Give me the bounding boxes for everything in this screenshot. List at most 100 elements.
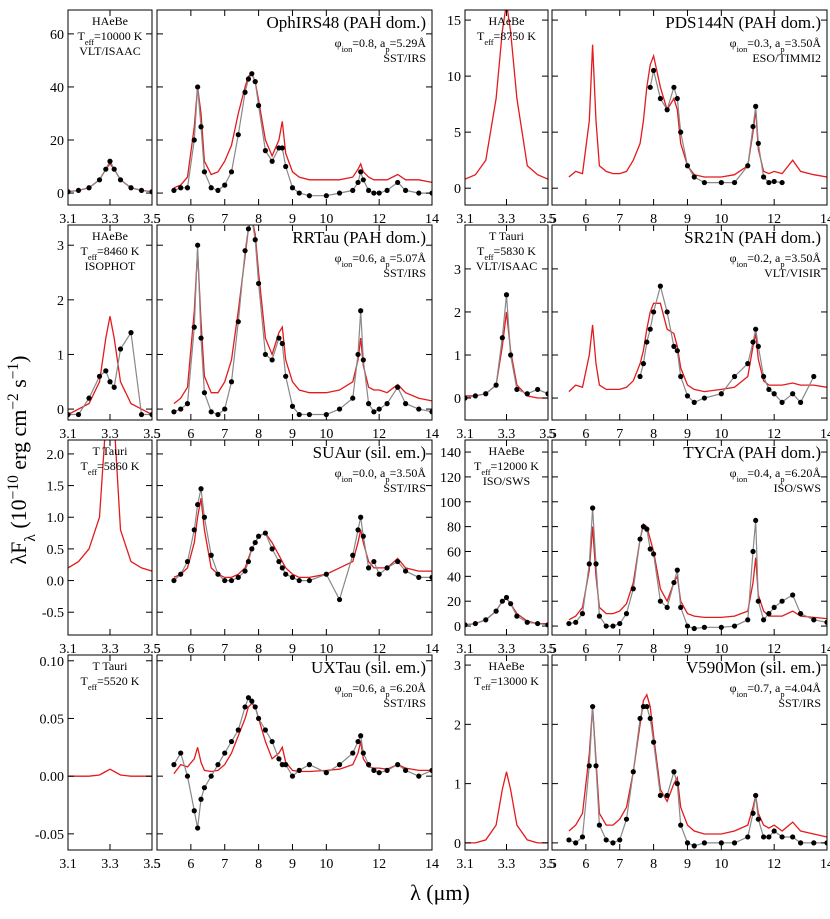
text-part: =5.07Å bbox=[390, 251, 427, 265]
data-point bbox=[236, 727, 241, 732]
text-part: =0.6, a bbox=[352, 251, 386, 265]
text-part: HAeBe bbox=[489, 444, 525, 458]
annotation: OphIRS48 (PAH dom.) bbox=[267, 13, 426, 32]
text-part: φ bbox=[730, 681, 737, 695]
y-tick-label: 60 bbox=[50, 28, 64, 43]
y-tick-label: 0.00 bbox=[40, 770, 65, 785]
data-point bbox=[779, 400, 784, 405]
y-tick-label: 2 bbox=[57, 294, 64, 309]
data-point bbox=[324, 572, 329, 577]
data-point bbox=[358, 733, 363, 738]
data-point bbox=[514, 614, 519, 619]
x-tick-label: 6 bbox=[582, 857, 589, 872]
data-point bbox=[756, 344, 761, 349]
data-point bbox=[337, 762, 342, 767]
text-part: =8750 K bbox=[494, 29, 537, 43]
data-point bbox=[753, 793, 758, 798]
annotation: HAeBe bbox=[489, 14, 525, 28]
text-part: =5520 K bbox=[97, 674, 140, 688]
data-point bbox=[702, 395, 707, 400]
text-part: ) bbox=[6, 355, 31, 362]
data-point bbox=[229, 739, 234, 744]
annotation: SST/IRS bbox=[778, 696, 821, 710]
model-line bbox=[68, 164, 152, 192]
data-line bbox=[465, 295, 548, 398]
data-point bbox=[648, 85, 653, 90]
data-point bbox=[195, 825, 200, 830]
data-point bbox=[384, 401, 389, 406]
data-point bbox=[198, 124, 203, 129]
data-point bbox=[811, 374, 816, 379]
data-point bbox=[276, 756, 281, 761]
data-point bbox=[702, 840, 707, 845]
data-point bbox=[745, 163, 750, 168]
y-tick-label: 0 bbox=[454, 837, 461, 852]
data-point bbox=[178, 572, 183, 577]
data-point bbox=[198, 797, 203, 802]
data-point bbox=[494, 609, 499, 614]
data-point bbox=[222, 183, 227, 188]
x-axis-label: λ (μm) bbox=[410, 880, 470, 905]
text-part: φ bbox=[335, 251, 342, 265]
data-point bbox=[772, 391, 777, 396]
model-line bbox=[174, 498, 432, 577]
data-point bbox=[358, 515, 363, 520]
data-point bbox=[103, 167, 108, 172]
data-point bbox=[202, 390, 207, 395]
data-point bbox=[280, 341, 285, 346]
text-part: OphIRS48 (PAH dom.) bbox=[267, 13, 426, 32]
x-tick-label: 8 bbox=[650, 857, 657, 872]
model-line bbox=[465, 599, 548, 625]
data-point bbox=[118, 177, 123, 182]
data-point bbox=[416, 774, 421, 779]
data-point bbox=[416, 575, 421, 580]
data-point bbox=[658, 793, 663, 798]
text-part: VLT/VISIR bbox=[764, 266, 821, 280]
data-point bbox=[753, 518, 758, 523]
data-point bbox=[403, 401, 408, 406]
data-point bbox=[263, 530, 268, 535]
annotation: HAeBe bbox=[489, 444, 525, 458]
text-part: =0.0, a bbox=[352, 466, 386, 480]
data-point bbox=[732, 374, 737, 379]
data-point bbox=[209, 553, 214, 558]
data-point bbox=[107, 159, 112, 164]
y-tick-label: 3 bbox=[454, 263, 461, 278]
text-part: T Tauri bbox=[489, 229, 525, 243]
data-point bbox=[270, 546, 275, 551]
text-part: λF bbox=[6, 542, 31, 565]
y-tick-label: 20 bbox=[447, 595, 461, 610]
data-point bbox=[215, 572, 220, 577]
annotation: PDS144N (PAH dom.) bbox=[665, 13, 821, 32]
text-part: SST/IRS bbox=[383, 481, 426, 495]
data-point bbox=[229, 169, 234, 174]
text-part: HAeBe bbox=[92, 14, 128, 28]
data-point bbox=[246, 76, 251, 81]
data-point bbox=[678, 374, 683, 379]
data-point bbox=[270, 739, 275, 744]
data-point bbox=[256, 534, 261, 539]
data-point bbox=[580, 611, 585, 616]
data-point bbox=[593, 763, 598, 768]
data-point bbox=[658, 96, 663, 101]
data-point bbox=[617, 837, 622, 842]
data-line bbox=[174, 218, 432, 415]
subscript: eff bbox=[88, 468, 97, 477]
data-line bbox=[68, 333, 152, 415]
annotation: TYCrA (PAH dom.) bbox=[683, 443, 821, 462]
text-part: =0.6, a bbox=[352, 681, 386, 695]
data-point bbox=[403, 188, 408, 193]
annotation: Teff=5860 K bbox=[81, 459, 140, 477]
model-line bbox=[569, 695, 827, 837]
data-point bbox=[514, 387, 519, 392]
data-point bbox=[692, 626, 697, 631]
text-part: UXTau (sil. em.) bbox=[311, 658, 426, 677]
annotation: SR21N (PAH dom.) bbox=[684, 228, 821, 247]
data-point bbox=[750, 811, 755, 816]
model-line bbox=[569, 303, 827, 391]
